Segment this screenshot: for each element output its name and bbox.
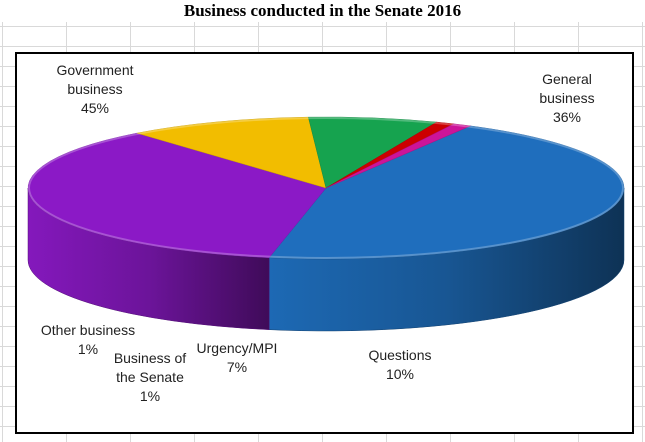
slice-value: 45%: [80, 100, 110, 116]
pie-slice-0: [268, 125, 625, 260]
slice-name-line-2: business: [67, 81, 123, 97]
slice-name-line-1: Urgency/MPI: [196, 340, 278, 356]
slice-value: 1%: [139, 388, 161, 404]
pie-slice-2: [136, 116, 327, 189]
slice-value: 36%: [552, 109, 582, 125]
label-urgency-mpi: Urgency/MPI 7%: [187, 339, 287, 377]
chart-title: Business conducted in the Senate 2016: [183, 1, 462, 20]
slice-value: 1%: [77, 341, 99, 357]
label-business-of-the-senate: Business of the Senate 1%: [105, 349, 195, 406]
slice-name-line-2: the Senate: [116, 369, 184, 385]
slice-name-line-2: business: [539, 90, 595, 106]
pie-top-faces: [27, 116, 625, 260]
slice-name-line-1: Government: [56, 62, 134, 78]
slice-name-line-1: Questions: [368, 347, 432, 363]
pie-slice-1: [27, 132, 327, 258]
pie-rim-highlight: [28, 117, 624, 259]
slice-name-line-1: Other business: [40, 322, 136, 338]
label-government-business: Government business 45%: [40, 61, 150, 118]
slice-name-line-1: General: [542, 71, 592, 87]
pie-slice-3: [308, 116, 438, 189]
slice-value: 7%: [226, 359, 248, 375]
slice-name-line-1: Business of: [113, 350, 187, 366]
label-general-business: General business 36%: [522, 70, 612, 127]
label-other-business: Other business 1%: [33, 321, 143, 359]
label-questions: Questions 10%: [355, 346, 445, 384]
slice-value: 10%: [385, 366, 415, 382]
pie-slice-5: [325, 123, 472, 189]
